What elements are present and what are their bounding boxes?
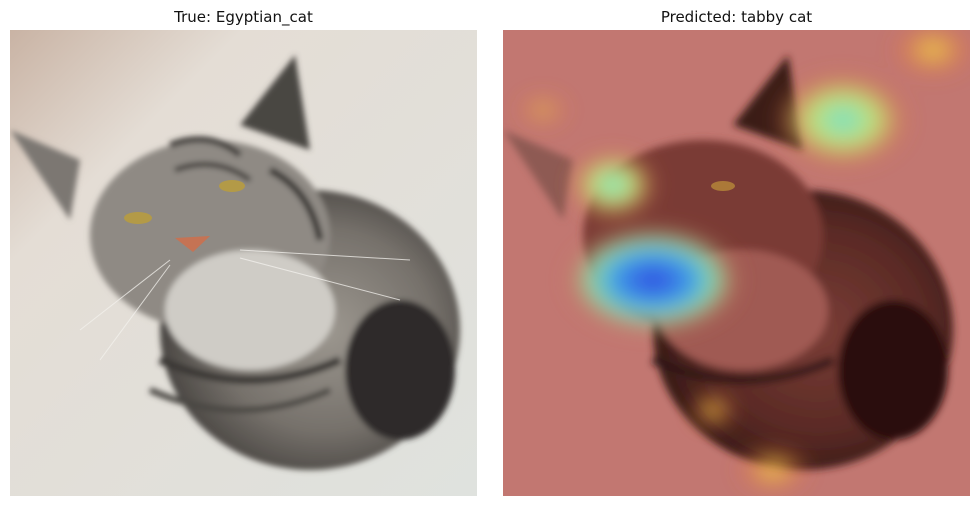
whiskers — [79, 249, 411, 361]
cat-figure — [10, 55, 460, 470]
heatmap-panel — [503, 30, 970, 496]
original-image-panel — [10, 30, 477, 496]
right-eye — [219, 180, 245, 192]
overlay-eye — [711, 181, 735, 191]
right-panel-title: Predicted: tabby cat — [660, 8, 813, 26]
heatmap-activations — [513, 30, 970, 495]
heatmap-overlay-image — [503, 30, 970, 496]
left-eye — [124, 212, 152, 224]
original-cat-image — [10, 30, 477, 496]
cat-nose — [175, 236, 210, 252]
left-panel-title: True: Egyptian_cat — [174, 8, 313, 26]
